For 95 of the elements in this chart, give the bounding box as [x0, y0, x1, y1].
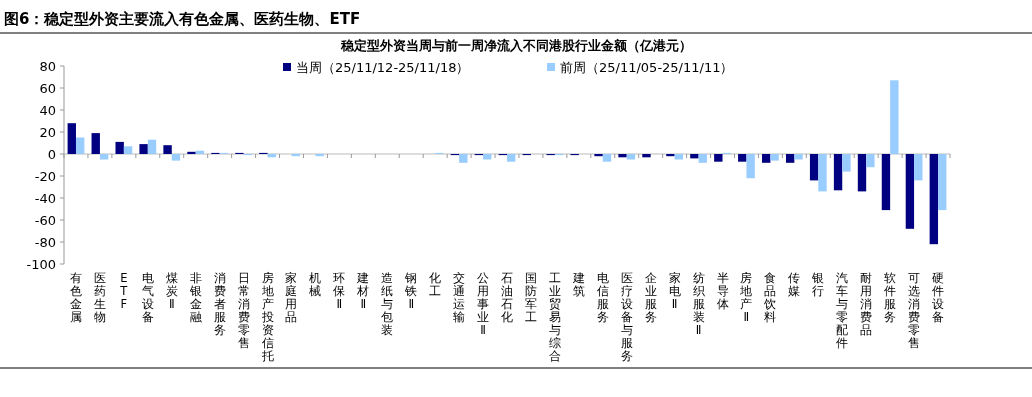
- bar: [746, 154, 755, 179]
- bar: [914, 154, 923, 181]
- bar: [881, 154, 891, 211]
- bar: [762, 154, 771, 163]
- bar: [75, 137, 85, 154]
- x-tick-label: 日常消费零售: [237, 271, 250, 350]
- bar: [674, 154, 683, 160]
- bar: [123, 146, 133, 154]
- x-tick-label: 公用事业Ⅱ: [477, 271, 490, 337]
- bar: [833, 154, 843, 191]
- bar: [938, 154, 947, 211]
- bar: [770, 154, 779, 161]
- x-tick-label: 化工: [429, 271, 442, 298]
- bar: [890, 80, 899, 154]
- bar: [115, 141, 124, 154]
- bar: [642, 154, 651, 158]
- bar: [147, 139, 157, 154]
- x-tick-label: 环保Ⅱ: [333, 271, 346, 311]
- x-tick-label: 传媒: [788, 271, 801, 298]
- bar: [738, 154, 747, 162]
- y-tick-label: -40: [34, 191, 56, 206]
- y-tick-label: -60: [34, 213, 56, 228]
- bar: [866, 154, 875, 168]
- bar: [929, 154, 939, 245]
- x-tick-label: 家庭用品: [285, 271, 298, 324]
- x-tick-label: 房地产投资信托: [260, 271, 274, 363]
- x-tick-label: 电气设备: [141, 271, 154, 324]
- bar: [171, 154, 181, 161]
- x-tick-label: 可选消费零售: [908, 271, 921, 350]
- y-tick-label: -100: [26, 257, 56, 272]
- bar: [594, 154, 603, 157]
- y-tick-label: 20: [39, 125, 56, 140]
- chart-subtitle: 稳定型外资当周与前一周净流入不同港股行业金额（亿港元）: [339, 38, 692, 53]
- x-tick-label: 建材Ⅱ: [356, 271, 370, 311]
- y-tick-label: 60: [39, 81, 56, 96]
- bar: [315, 154, 324, 157]
- x-tick-label: 石油石化: [501, 271, 513, 324]
- bar: [459, 154, 468, 163]
- x-tick-label: 建筑: [571, 271, 585, 298]
- bar: [690, 154, 699, 159]
- x-tick-label: 纺织服装Ⅱ: [692, 271, 705, 337]
- x-tick-label: 硬件设备: [932, 271, 945, 324]
- legend-label: 前周（25/11/05-25/11/11）: [560, 60, 734, 75]
- bar: [785, 154, 795, 163]
- x-tick-label: 国防军工: [524, 271, 537, 324]
- x-tick-label: 医药生物: [93, 271, 106, 324]
- x-tick-label: 工业贸易与综合: [548, 271, 561, 363]
- x-tick-label: 钢铁Ⅱ: [404, 271, 418, 311]
- chart-title: 图6：稳定型外资主要流入有色金属、医药生物、ETF: [4, 10, 361, 28]
- bar: [99, 154, 109, 160]
- x-tick-label: 半导体: [716, 271, 729, 311]
- bar: [809, 154, 819, 181]
- bar: [602, 154, 612, 162]
- y-tick-label: -20: [34, 169, 56, 184]
- bar: [507, 154, 516, 162]
- bar: [618, 154, 627, 158]
- x-tick-label: 非银金融: [188, 271, 202, 324]
- y-tick-label: 0: [47, 147, 56, 162]
- x-tick-label: 煤炭Ⅱ: [165, 271, 178, 311]
- bar: [842, 154, 851, 172]
- bar: [905, 154, 915, 229]
- bar: [67, 123, 76, 154]
- bar: [714, 154, 723, 162]
- x-tick-label: 房地产Ⅱ: [739, 271, 753, 324]
- y-tick-label: 80: [39, 59, 56, 74]
- x-tick-label: 消费者服务: [213, 271, 226, 337]
- x-tick-label: 银行: [811, 271, 825, 298]
- bar: [187, 151, 196, 154]
- x-tick-label: 造纸与包装: [381, 271, 394, 337]
- x-tick-label: 软件服务: [884, 271, 897, 324]
- x-tick-label: 机械: [309, 271, 322, 298]
- y-tick-label: 40: [39, 103, 56, 118]
- x-tick-label: 企业服务: [644, 271, 657, 324]
- x-tick-label: 汽车与零配件: [836, 271, 849, 350]
- legend-label: 当周（25/11/12-25/11/18）: [296, 60, 470, 75]
- bar: [698, 154, 707, 163]
- bar: [666, 154, 675, 157]
- bar: [626, 154, 636, 160]
- bar: [818, 154, 827, 192]
- bar: [91, 133, 100, 154]
- bar: [139, 144, 148, 154]
- x-tick-label: 有色金属: [69, 271, 82, 324]
- x-tick-label: ETF: [119, 271, 129, 311]
- x-tick-label: 家电Ⅱ: [668, 271, 681, 311]
- x-tick-label: 食品饮料: [763, 271, 777, 324]
- bar: [483, 154, 492, 160]
- bar: [163, 145, 172, 154]
- x-tick-label: 医疗设备与服务: [620, 271, 633, 363]
- bar: [857, 154, 867, 192]
- y-tick-label: -80: [34, 235, 56, 250]
- bar: [291, 154, 300, 157]
- bar: [794, 154, 803, 160]
- x-tick-label: 电信服务: [596, 271, 609, 324]
- x-tick-label: 交通运输: [453, 271, 466, 324]
- x-tick-label: 耐用消费品: [860, 271, 873, 337]
